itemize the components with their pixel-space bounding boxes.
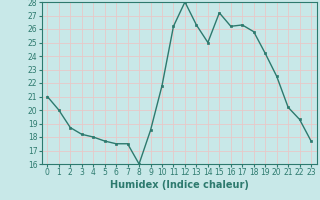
X-axis label: Humidex (Indice chaleur): Humidex (Indice chaleur): [110, 180, 249, 190]
